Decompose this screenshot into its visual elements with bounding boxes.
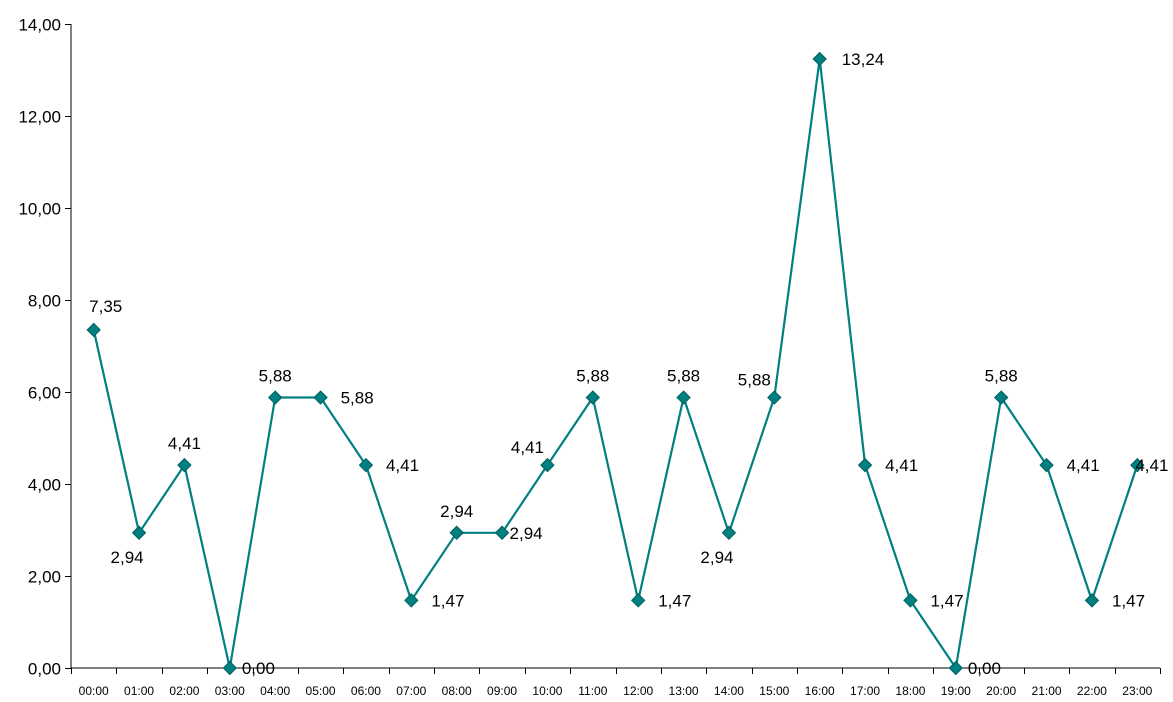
x-tick-label: 07:00 [396,684,426,698]
x-tick-label: 21:00 [1032,684,1062,698]
y-tick-label: 6,00 [28,384,61,403]
y-tick-label: 10,00 [18,200,61,219]
data-point-marker [450,526,463,539]
data-point-marker [904,594,917,607]
data-point-marker [405,594,418,607]
x-tick-label: 05:00 [306,684,336,698]
data-label: 4,41 [168,434,201,453]
x-tick-label: 14:00 [714,684,744,698]
data-label: 1,47 [930,591,963,610]
data-label: 2,94 [700,548,733,567]
x-tick-label: 12:00 [623,684,653,698]
data-label: 5,88 [738,371,771,390]
data-label: 4,41 [885,456,918,475]
data-point-marker [722,526,735,539]
data-point-marker [178,459,191,472]
x-tick-label: 00:00 [79,684,109,698]
data-label: 7,35 [89,297,122,316]
data-point-marker [359,459,372,472]
data-point-marker [813,52,826,65]
x-tick-label: 03:00 [215,684,245,698]
data-point-marker [541,459,554,472]
data-label: 1,47 [431,591,464,610]
x-tick-label: 08:00 [442,684,472,698]
x-tick-label: 06:00 [351,684,381,698]
x-tick-label: 15:00 [759,684,789,698]
y-tick-label: 2,00 [28,568,61,587]
x-tick-label: 17:00 [850,684,880,698]
data-label: 4,41 [511,438,544,457]
y-axis-ticks: 0,00 2,00 4,00 6,00 8,00 10,00 12,00 14,00 [18,16,71,679]
data-point-marker [859,459,872,472]
data-label: 5,88 [985,367,1018,386]
data-point-marker [586,391,599,404]
x-tick-label: 02:00 [169,684,199,698]
y-tick-label: 4,00 [28,476,61,495]
data-point-marker [314,391,327,404]
x-tick-label: 11:00 [578,684,607,698]
data-point-marker [269,391,282,404]
data-label: 1,47 [658,591,691,610]
data-label: 4,41 [1067,456,1100,475]
data-label: 5,88 [576,367,609,386]
data-label: 4,41 [386,456,419,475]
series-line [94,59,1138,668]
data-point-marker [768,391,781,404]
x-tick-label: 16:00 [805,684,835,698]
data-label: 13,24 [842,50,885,69]
data-label: 5,88 [667,367,700,386]
data-label: 5,88 [259,367,292,386]
y-tick-label: 14,00 [18,16,61,35]
data-point-marker [1085,594,1098,607]
y-tick-label: 12,00 [18,108,61,127]
data-point-marker [133,526,146,539]
data-point-marker [223,662,236,675]
data-label: 2,94 [510,524,543,543]
x-tick-label: 01:00 [124,684,154,698]
x-tick-label: 19:00 [941,684,971,698]
data-label: 1,47 [1112,591,1145,610]
data-point-marker [1040,459,1053,472]
data-label: 0,00 [968,659,1001,678]
x-tick-label: 04:00 [260,684,290,698]
data-label: 0,00 [242,659,275,678]
x-tick-label: 22:00 [1077,684,1107,698]
x-tick-label: 10:00 [532,684,562,698]
data-labels: 7,35 2,94 4,41 0,00 5,88 5,88 4,41 1,47 2,94 2,94… [89,50,1168,678]
data-point-marker [995,391,1008,404]
data-point-marker [496,526,509,539]
x-tick-label: 09:00 [487,684,517,698]
data-point-marker [632,594,645,607]
data-point-marker [87,323,100,336]
series-group [87,52,1144,674]
x-tick-label: 18:00 [895,684,925,698]
data-point-marker [949,662,962,675]
x-tick-label: 13:00 [669,684,699,698]
y-tick-label: 0,00 [28,660,61,679]
data-label: 2,94 [440,502,473,521]
x-tick-label: 23:00 [1122,684,1152,698]
data-label: 2,94 [111,548,144,567]
data-label: 4,41 [1135,456,1168,475]
x-tick-label: 20:00 [986,684,1016,698]
y-tick-label: 8,00 [28,292,61,311]
data-label: 5,88 [341,389,374,408]
data-point-marker [677,391,690,404]
